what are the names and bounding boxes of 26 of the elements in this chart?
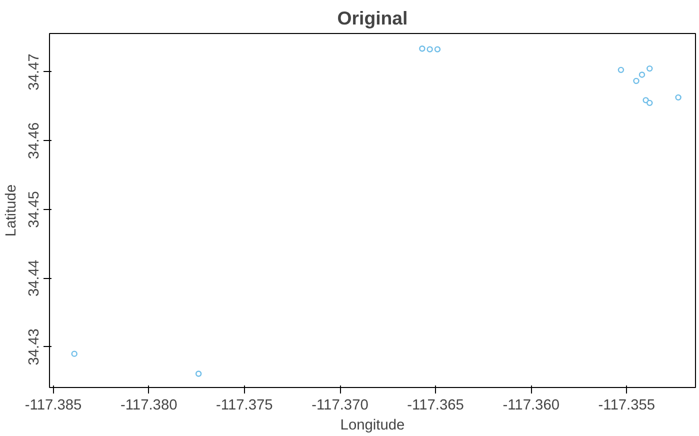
y-tick-label: 34.47 [26, 54, 42, 90]
x-tick-label: -117.370 [312, 398, 368, 414]
point [618, 66, 624, 74]
point [195, 370, 202, 377]
point [675, 94, 682, 101]
x-tick-label: -117.380 [120, 398, 178, 414]
y-tick-label: 34.46 [26, 122, 42, 160]
point [419, 46, 426, 52]
point [426, 46, 433, 52]
x-tick-label: -117.385 [24, 398, 82, 414]
y-tick-label: 34.43 [26, 328, 42, 366]
x-tick-label: -117.365 [407, 398, 464, 414]
point [71, 350, 78, 357]
x-tick-label: -117.355 [598, 398, 656, 414]
x-tick-label: -117.360 [502, 398, 560, 414]
chart-title: Original [337, 8, 408, 28]
point [646, 65, 653, 72]
point [633, 78, 640, 84]
point [434, 46, 441, 52]
x-tick-label: -117.375 [216, 398, 273, 414]
x-axis-title: Longitude [340, 418, 405, 434]
point [646, 100, 653, 106]
y-tick-label: 34.45 [26, 191, 42, 228]
point [638, 72, 646, 78]
y-axis-title: Latitude [4, 184, 20, 237]
y-tick-label: 34.44 [26, 260, 42, 297]
